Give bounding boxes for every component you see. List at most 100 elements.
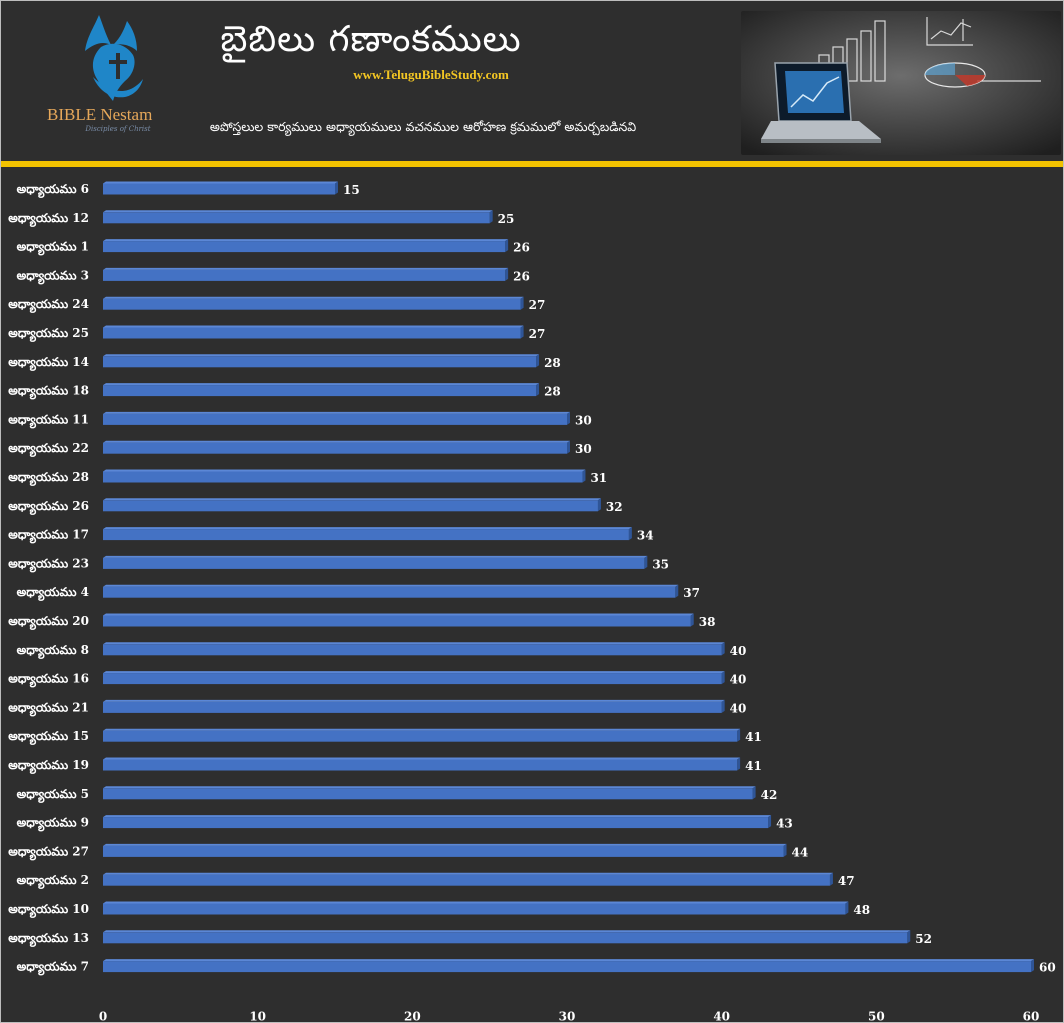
bar-side-face [829,872,833,886]
data-label: 41 [745,759,762,773]
bar [103,471,583,483]
bar [103,529,629,541]
bar-top-face [103,901,849,904]
bar-side-face [783,843,787,857]
data-label: 42 [761,788,778,802]
bar [103,673,722,685]
bar-top-face [103,699,725,702]
bar-top-face [103,267,509,270]
bar-side-face [536,383,540,397]
data-label: 32 [606,500,623,514]
category-label: అధ్యాయము 4 [17,585,89,601]
data-label: 26 [513,241,530,255]
bar-top-face [103,325,524,328]
category-label: అధ్యాయము 1 [17,240,89,256]
category-label: అధ్యాయము 15 [8,729,89,745]
website-url: www.TeluguBibleStudy.com [353,67,509,82]
bar-side-face [628,527,632,541]
data-label: 43 [776,817,793,831]
bar-top-face [103,440,570,443]
category-label: అధ్యాయము 26 [8,499,89,515]
data-label: 44 [792,845,809,859]
bar-top-face [103,872,833,875]
bar-top-face [103,642,725,645]
chart-subtitle: అపోస్తలుల కార్యములు అధ్యాయములు వచనముల ఆర… [209,119,637,134]
category-label: అధ్యాయము 16 [8,672,89,688]
bar-side-face [752,786,756,800]
bar-side-face [489,210,493,224]
data-label: 60 [1039,961,1056,975]
bar [103,385,537,397]
category-label: అధ్యాయము 13 [8,931,89,947]
header-divider [1,161,1063,167]
bar-side-face [567,440,570,454]
data-label: 40 [730,701,747,715]
data-label: 27 [529,298,546,312]
bar [103,788,753,800]
category-label: అధ్యాయము 11 [8,412,89,428]
category-label: అధ్యాయము 14 [8,355,89,371]
category-label: అధ్యాయము 12 [8,211,89,227]
x-tick-label: 10 [249,1009,266,1021]
bar [103,327,521,339]
bar-side-face [737,728,741,742]
bar [103,615,691,627]
bar-top-face [103,354,540,357]
category-label: అధ్యాయము 18 [8,384,89,400]
bar-top-face [103,815,772,818]
data-label: 48 [853,903,870,917]
category-label: అధ్యాయము 20 [8,614,89,630]
category-label: అధ్యాయము 23 [8,556,89,572]
brand-name: BIBLE Nestam [47,105,153,124]
data-label: 25 [498,212,515,226]
data-label: 38 [699,615,716,629]
bar-top-face [103,843,787,846]
bar-side-face [582,469,586,483]
bar-side-face [567,411,570,425]
data-label: 52 [915,932,932,946]
bar [103,903,846,915]
bar [103,557,645,569]
data-label: 30 [575,413,592,427]
data-label: 28 [544,356,561,370]
bar-side-face [644,555,648,569]
bar-top-face [103,786,756,789]
category-label: అధ్యాయము 21 [8,700,89,716]
bar-side-face [690,613,694,627]
bar [103,759,738,771]
bar-side-face [1031,959,1034,973]
bar [103,701,722,713]
dove-hand-icon [85,15,143,101]
brand-tagline: Disciples of Christ [85,125,151,133]
bar [103,212,490,224]
bar-side-face [520,296,524,310]
bar [103,269,506,281]
bar-side-face [335,181,338,195]
data-label: 35 [652,557,669,571]
bar-top-face [103,959,1034,962]
x-tick-label: 30 [559,1009,576,1021]
bar-top-face [103,527,632,530]
bar-top-face [103,239,509,242]
bar [103,356,537,368]
bar [103,413,567,425]
bar-top-face [103,210,493,213]
data-label: 15 [343,183,360,197]
bar-side-face [520,325,524,339]
data-label: 37 [683,586,700,600]
bar [103,500,598,512]
bar [103,586,676,598]
bar-side-face [721,671,725,685]
bar [103,874,830,886]
x-tick-label: 50 [868,1009,885,1021]
category-label: అధ్యాయము 10 [8,902,89,918]
data-label: 30 [575,442,592,456]
category-label: అధ్యాయము 8 [17,643,89,659]
bar [103,644,722,656]
category-label: అధ్యాయము 25 [8,326,89,342]
bar-top-face [103,383,540,386]
bar-top-face [103,181,338,184]
category-label: అధ్యాయము 7 [17,960,89,976]
category-label: అధ్యాయము 3 [17,268,89,284]
